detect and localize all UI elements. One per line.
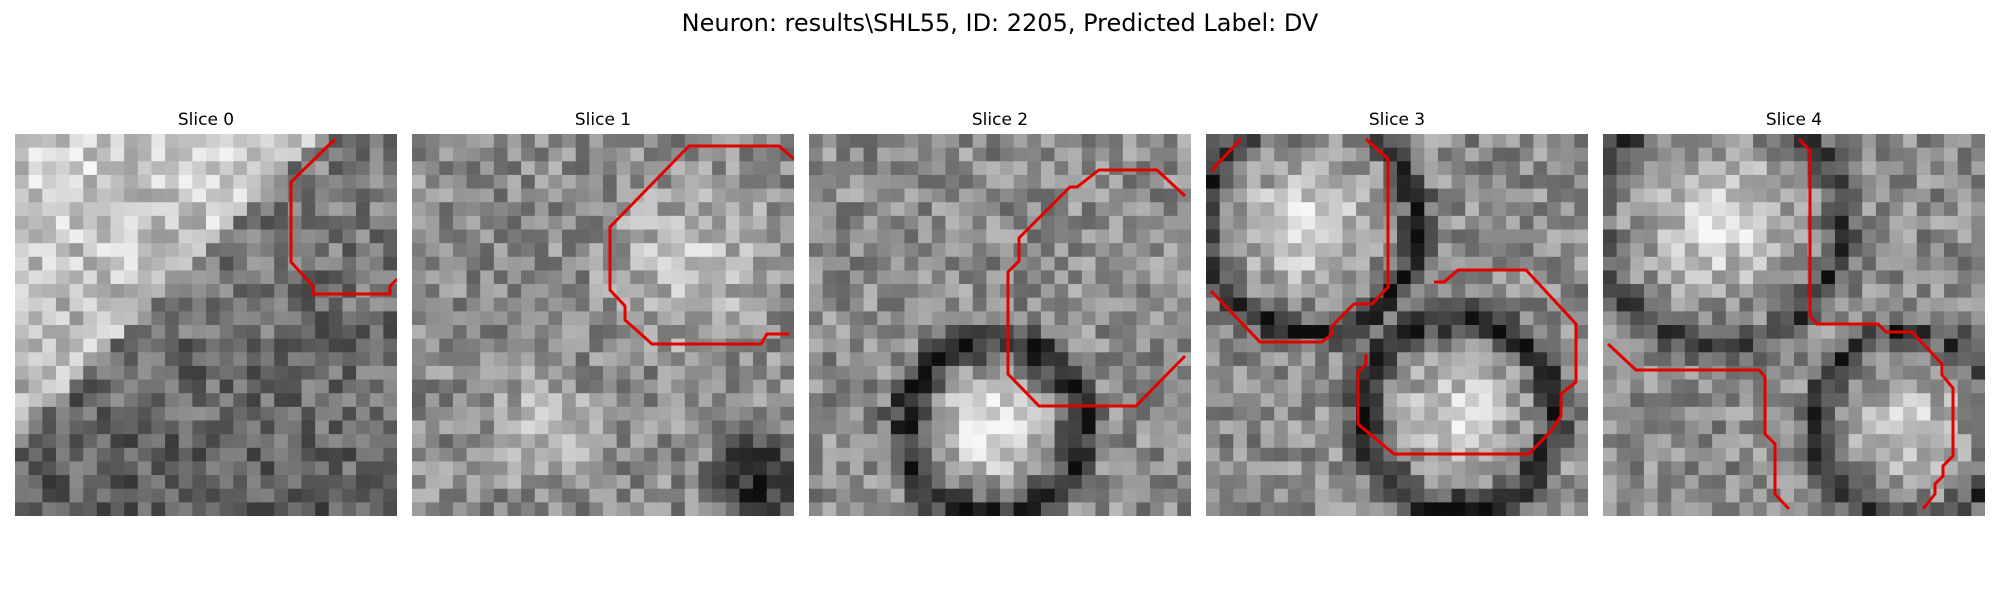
contour-3a [1209,137,1243,173]
slice-title-1: Slice 1 [574,110,632,130]
contour-4a [1797,137,1955,510]
slice-panel-4: Slice 4 [1603,110,1985,516]
slice-image-0 [15,134,397,516]
figure-title: Neuron: results\SHL55, ID: 2205, Predict… [681,9,1319,37]
slice-image-3 [1206,134,1588,516]
slice-image-2 [809,134,1191,516]
slice-image-4 [1603,134,1985,516]
contour-2 [1006,168,1187,408]
slice-title-0: Slice 0 [177,110,235,130]
contour-3b [1209,137,1390,344]
contour-4b [1606,342,1791,511]
slice-title-2: Slice 2 [971,110,1029,130]
contour-0 [289,137,397,296]
slice-title-4: Slice 4 [1765,110,1823,130]
slice-title-3: Slice 3 [1368,110,1426,130]
slice-panel-2: Slice 2 [809,110,1191,516]
slice-image-1 [412,134,794,516]
slice-panel-3: Slice 3 [1206,110,1588,516]
slice-panel-0: Slice 0 [15,110,397,516]
contour-3c [1356,268,1578,456]
slice-panel-1: Slice 1 [412,110,794,516]
contour-1 [608,144,794,346]
